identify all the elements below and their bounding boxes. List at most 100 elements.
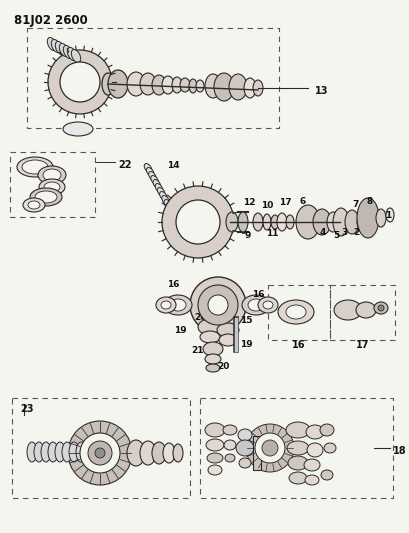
Ellipse shape (374, 302, 388, 314)
Ellipse shape (164, 295, 192, 315)
Ellipse shape (327, 212, 339, 232)
Ellipse shape (67, 47, 76, 61)
Ellipse shape (155, 183, 163, 192)
Text: 22: 22 (118, 160, 132, 170)
Ellipse shape (152, 75, 166, 95)
Ellipse shape (51, 39, 61, 53)
Ellipse shape (313, 209, 331, 235)
Ellipse shape (69, 442, 79, 462)
Ellipse shape (59, 43, 69, 56)
Ellipse shape (223, 425, 237, 435)
Text: 20: 20 (194, 313, 206, 322)
Ellipse shape (324, 443, 336, 453)
Bar (253, 436, 261, 470)
Ellipse shape (140, 73, 156, 95)
Ellipse shape (378, 305, 384, 311)
Ellipse shape (203, 342, 223, 356)
Ellipse shape (224, 440, 236, 450)
Ellipse shape (334, 300, 362, 320)
Text: 23: 23 (20, 404, 34, 414)
Text: 9: 9 (245, 231, 251, 240)
Text: 15: 15 (240, 316, 252, 325)
Text: 1: 1 (385, 211, 391, 220)
Ellipse shape (163, 443, 175, 463)
Ellipse shape (127, 72, 145, 96)
Ellipse shape (180, 78, 190, 92)
Circle shape (255, 433, 285, 463)
Ellipse shape (248, 299, 264, 311)
Text: 17: 17 (356, 340, 370, 350)
Ellipse shape (198, 319, 222, 335)
Ellipse shape (287, 441, 309, 455)
Ellipse shape (200, 331, 220, 343)
Text: 4: 4 (320, 228, 326, 237)
Ellipse shape (160, 191, 167, 200)
Ellipse shape (23, 198, 45, 212)
Ellipse shape (271, 215, 279, 229)
Ellipse shape (217, 323, 239, 337)
Ellipse shape (151, 175, 158, 184)
Ellipse shape (189, 79, 197, 93)
Ellipse shape (38, 166, 66, 184)
Ellipse shape (307, 443, 323, 457)
Text: 17: 17 (279, 198, 291, 207)
Ellipse shape (236, 440, 254, 456)
Ellipse shape (35, 191, 57, 203)
Ellipse shape (47, 37, 57, 51)
Circle shape (95, 448, 105, 458)
Ellipse shape (63, 122, 93, 136)
Text: 81J02 2600: 81J02 2600 (14, 14, 88, 27)
Ellipse shape (172, 77, 182, 93)
Circle shape (246, 424, 294, 472)
Ellipse shape (63, 45, 73, 59)
Ellipse shape (320, 424, 334, 436)
Bar (27, 28, 279, 128)
Text: 6: 6 (300, 197, 306, 206)
Ellipse shape (62, 442, 72, 462)
Ellipse shape (205, 423, 225, 437)
Ellipse shape (214, 73, 234, 101)
Ellipse shape (166, 204, 174, 213)
Ellipse shape (296, 205, 320, 239)
Ellipse shape (207, 453, 223, 463)
Ellipse shape (225, 454, 235, 462)
Ellipse shape (206, 364, 220, 372)
Circle shape (80, 433, 120, 473)
Bar (200, 398, 393, 498)
Ellipse shape (238, 429, 252, 441)
Ellipse shape (27, 442, 37, 462)
Ellipse shape (278, 300, 314, 324)
Ellipse shape (333, 208, 349, 236)
Bar (12, 398, 190, 498)
Ellipse shape (48, 442, 58, 462)
Bar (330, 285, 395, 340)
Text: 7: 7 (353, 200, 359, 209)
Circle shape (176, 200, 220, 244)
Ellipse shape (76, 442, 86, 462)
Circle shape (262, 440, 278, 456)
Ellipse shape (39, 179, 65, 195)
Circle shape (60, 62, 100, 102)
Ellipse shape (55, 42, 65, 54)
Ellipse shape (169, 207, 176, 216)
Ellipse shape (30, 188, 62, 206)
Ellipse shape (356, 302, 376, 318)
Ellipse shape (148, 172, 156, 181)
Ellipse shape (219, 334, 237, 346)
Ellipse shape (170, 299, 186, 311)
Ellipse shape (238, 212, 248, 232)
Ellipse shape (34, 442, 44, 462)
Ellipse shape (305, 475, 319, 485)
Ellipse shape (253, 80, 263, 96)
Circle shape (190, 277, 246, 333)
Text: 13: 13 (315, 86, 328, 96)
Ellipse shape (127, 440, 145, 466)
Ellipse shape (164, 199, 172, 208)
Text: 19: 19 (240, 340, 252, 349)
Ellipse shape (376, 209, 386, 227)
Ellipse shape (102, 73, 114, 95)
Ellipse shape (153, 180, 161, 189)
Ellipse shape (244, 78, 256, 98)
Text: 2: 2 (353, 228, 359, 237)
Bar (10, 152, 95, 217)
